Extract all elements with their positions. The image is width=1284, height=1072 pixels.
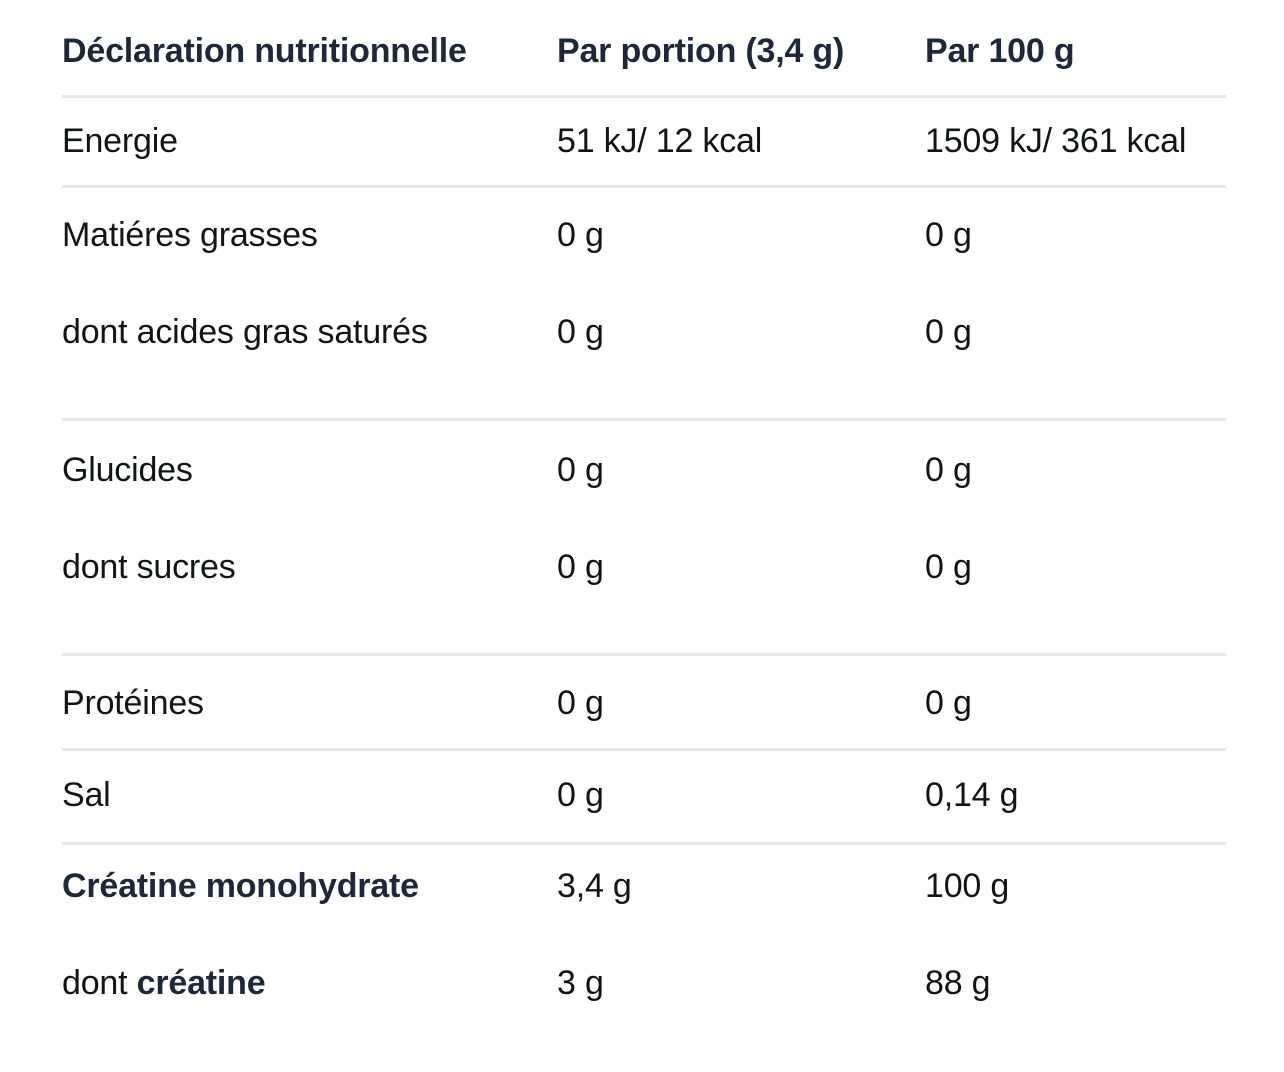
table-row-sal: Sal 0 g 0,14 g	[62, 751, 1226, 845]
row-label-bold-part: créatine	[136, 964, 266, 1002]
value-per-portion: 0 g	[557, 548, 604, 586]
table-row-energie: Energie 51 kJ/ 12 kcal 1509 kJ/ 361 kcal	[62, 98, 1226, 188]
table-row-creatine-monohydrate: Créatine monohydrate 3,4 g 100 g	[62, 845, 1226, 904]
value-per-portion: 0 g	[557, 684, 604, 722]
value-per-portion: 0 g	[557, 776, 604, 814]
value-per-portion: 0 g	[557, 216, 604, 254]
column-header-declaration: Déclaration nutritionnelle	[62, 32, 467, 70]
value-per-100g: 0 g	[925, 451, 972, 489]
column-header-per-100g: Par 100 g	[925, 32, 1075, 70]
value-per-100g: 0,14 g	[925, 776, 1019, 814]
row-label: dont acides gras saturés	[62, 313, 428, 351]
value-per-portion: 0 g	[557, 451, 604, 489]
nutrition-declaration-table: Déclaration nutritionnelle Par portion (…	[62, 0, 1226, 1001]
row-label: Sal	[62, 776, 111, 814]
value-per-100g: 0 g	[925, 548, 972, 586]
value-per-100g: 88 g	[925, 964, 991, 1002]
table-row-dont-creatine: dont créatine 3 g 88 g	[62, 904, 1226, 1001]
value-per-portion: 3 g	[557, 964, 604, 1002]
row-label: Matiéres grasses	[62, 216, 318, 254]
column-header-per-portion: Par portion (3,4 g)	[557, 32, 845, 70]
row-label: Créatine monohydrate	[62, 867, 419, 905]
row-label: Protéines	[62, 684, 204, 722]
table-row-acides-gras-satures: dont acides gras saturés 0 g 0 g	[62, 253, 1226, 421]
row-label: dont sucres	[62, 548, 236, 586]
value-per-portion: 51 kJ/ 12 kcal	[557, 122, 763, 160]
value-per-100g: 0 g	[925, 216, 972, 254]
row-label: dont créatine	[62, 966, 557, 1001]
value-per-100g: 0 g	[925, 313, 972, 351]
row-label: Energie	[62, 122, 178, 160]
table-header-row: Déclaration nutritionnelle Par portion (…	[62, 0, 1226, 98]
table-row-dont-sucres: dont sucres 0 g 0 g	[62, 488, 1226, 656]
row-label-prefix: dont	[62, 964, 137, 1002]
value-per-100g: 100 g	[925, 867, 1010, 905]
value-per-portion: 0 g	[557, 313, 604, 351]
value-per-portion: 3,4 g	[557, 867, 632, 905]
table-row-matieres-grasses: Matiéres grasses 0 g 0 g	[62, 188, 1226, 253]
table-row-glucides: Glucides 0 g 0 g	[62, 421, 1226, 488]
value-per-100g: 0 g	[925, 684, 972, 722]
table-row-proteines: Protéines 0 g 0 g	[62, 656, 1226, 751]
row-label: Glucides	[62, 451, 193, 489]
value-per-100g: 1509 kJ/ 361 kcal	[925, 122, 1187, 160]
